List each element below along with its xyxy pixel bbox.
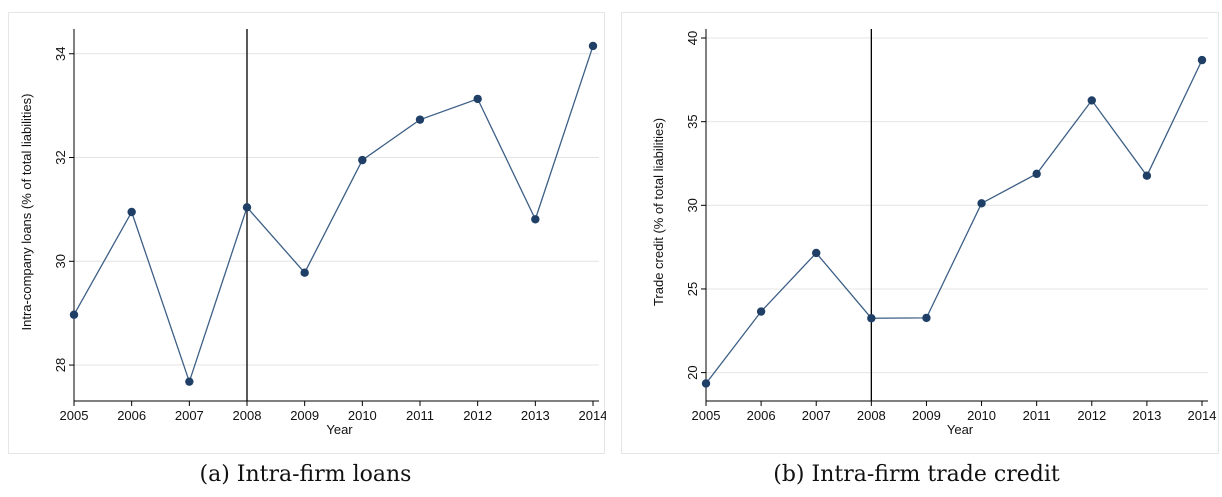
x-axis-title: Year [326, 422, 353, 437]
data-point [812, 248, 821, 258]
data-point [300, 268, 309, 277]
data-point [473, 94, 482, 104]
y-tick-label: 30 [685, 198, 700, 212]
x-tick-label: 2006 [747, 408, 776, 423]
x-tick-label: 2012 [463, 408, 492, 423]
data-point [185, 377, 194, 386]
chart-caption: (a) Intra-firm loans [199, 462, 412, 487]
series-line [73, 45, 594, 384]
y-tick-label: 40 [685, 31, 700, 45]
data-point [1032, 169, 1041, 179]
x-tick-label: 2010 [348, 408, 377, 423]
x-tick-label: 2008 [233, 408, 262, 423]
y-tick-label: 34 [53, 47, 68, 61]
y-tick-label: 30 [53, 254, 68, 268]
y-axis-title: Intra-company loans (% of total liabilit… [19, 94, 34, 331]
line-chart-a: 28 30 32 34 2005 2006 2007 2008 2009 2010 2011 2012… [19, 29, 606, 437]
x-tick-label: 2009 [290, 408, 319, 423]
data-point [1142, 171, 1152, 180]
x-tick-label: 2005 [692, 408, 721, 423]
x-tick-label: 2010 [967, 408, 996, 423]
data-point [701, 379, 711, 388]
data-point [1197, 55, 1207, 65]
y-tick-label: 25 [685, 282, 700, 296]
data-point [242, 203, 252, 212]
data-point [977, 199, 986, 208]
chart-panel-b: 20 25 30 35 40 2005 2006 2007 2008 2009 2010 2011 20… [611, 0, 1222, 497]
x-tick-label: 2008 [857, 408, 886, 423]
y-tick-label: 32 [53, 150, 68, 164]
x-tick-label: 2011 [406, 408, 434, 423]
x-tick-label: 2014 [579, 408, 606, 423]
x-tick-label: 2014 [1188, 408, 1217, 423]
data-point [69, 310, 79, 319]
y-axis-title: Trade credit (% of total liabilities) [651, 118, 666, 306]
data-point [127, 207, 136, 217]
data-point [358, 155, 367, 165]
chart-caption: (b) Intra-firm trade credit [773, 462, 1060, 487]
data-point [756, 307, 766, 316]
chart-frame: 20 25 30 35 40 2005 2006 2007 2008 2009 2010 2011 20… [621, 12, 1219, 454]
x-tick-label: 2007 [802, 408, 831, 423]
x-axis-title: Year [947, 422, 974, 437]
data-point [1087, 96, 1096, 105]
x-tick-label: 2012 [1077, 408, 1106, 423]
x-tick-label: 2013 [521, 408, 550, 423]
line-chart-b: 20 25 30 35 40 2005 2006 2007 2008 2009 2010 2011 20… [651, 29, 1217, 437]
y-tick-label: 28 [53, 358, 68, 372]
data-point [588, 41, 598, 51]
y-tick-label: 35 [685, 114, 700, 128]
data-point [922, 313, 931, 323]
chart-panel-a: 28 30 32 34 2005 2006 2007 2008 2009 2010 2011 2012… [8, 12, 606, 487]
x-tick-label: 2009 [912, 408, 941, 423]
data-point [867, 314, 876, 323]
data-point [415, 115, 425, 124]
x-tick-label: 2006 [117, 408, 146, 423]
x-tick-label: 2007 [175, 408, 204, 423]
x-tick-label: 2011 [1023, 408, 1051, 423]
y-tick-label: 20 [685, 365, 700, 379]
series-line [705, 59, 1203, 384]
x-tick-label: 2013 [1132, 408, 1161, 423]
chart-frame: 28 30 32 34 2005 2006 2007 2008 2009 2010 2011 2012… [8, 12, 606, 454]
data-point [531, 215, 540, 224]
x-tick-label: 2005 [60, 408, 89, 423]
